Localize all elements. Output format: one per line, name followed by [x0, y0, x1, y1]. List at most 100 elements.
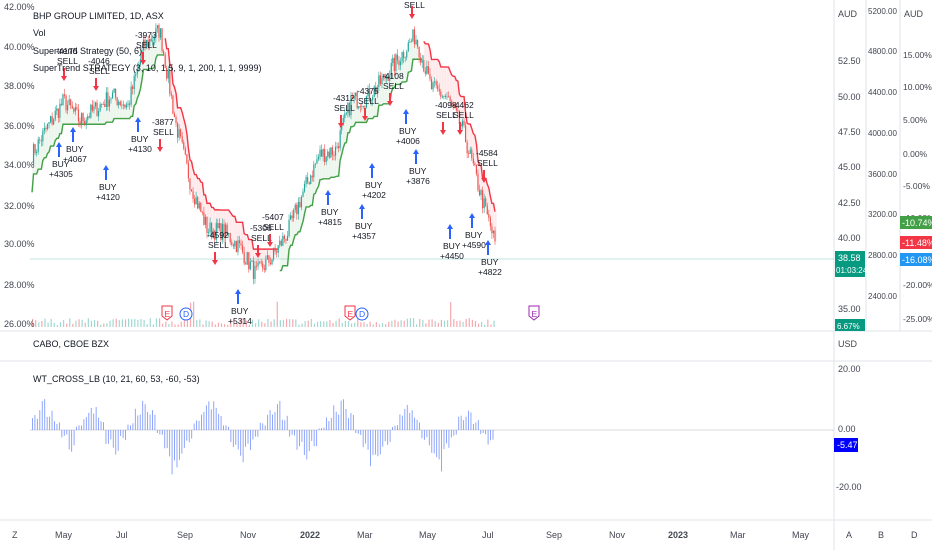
percent-axis[interactable]: AUD 15.00% 10.00% 5.00% 0.00% -5.00% -10…: [900, 9, 932, 324]
candle-body: [412, 29, 414, 42]
legend-volume[interactable]: Vol: [33, 28, 46, 38]
supertrend-band: [388, 80, 391, 104]
volume-bar: [115, 318, 117, 327]
supertrend-band: [368, 88, 370, 119]
time-axis[interactable]: May Jul Sep Nov 2022 Mar May Jul Sep Nov…: [55, 530, 810, 540]
wt-bar: [289, 430, 291, 437]
supertrend-band: [482, 178, 485, 209]
pct-change-value: 6.67%: [837, 322, 860, 331]
buy-arrow-head: [403, 109, 409, 114]
candle-body: [482, 190, 484, 209]
wt-bar: [477, 420, 479, 430]
wt-axis[interactable]: 20.00 0.00 -20.00 -5.47: [834, 364, 862, 492]
supertrend-band: [395, 54, 398, 85]
wt-bar: [423, 430, 425, 440]
wt-bar: [193, 423, 195, 430]
supertrend-band: [437, 59, 440, 90]
supertrend-band: [434, 59, 437, 82]
wt-bar: [343, 399, 345, 430]
event-markers[interactable]: E D E D E: [161, 305, 540, 321]
candle-body: [355, 92, 357, 97]
supertrend-band: [227, 210, 229, 234]
volume-bar: [47, 322, 49, 327]
wt-bar: [134, 408, 136, 430]
wt-pane-title[interactable]: WT_CROSS_LB (10, 21, 60, 53, -60, -53): [33, 374, 200, 384]
supertrend-band: [149, 38, 152, 69]
volume-bar: [477, 323, 480, 327]
supertrend-band: [386, 76, 389, 104]
candle-body: [121, 104, 123, 106]
legend-supertrend-strategy[interactable]: Supertrend Strategy (50, 6): [33, 46, 142, 56]
supertrend-band: [352, 98, 355, 127]
candle-body: [220, 223, 222, 240]
supertrend-band: [394, 70, 397, 88]
supertrend-band: [426, 43, 429, 67]
svg-text:D: D: [183, 309, 189, 319]
wt-bar: [330, 417, 332, 430]
candle-body: [223, 223, 225, 238]
candle-body: [308, 182, 310, 184]
left-axis-tick: 28.00%: [4, 280, 35, 290]
candle-body: [45, 127, 47, 130]
supertrend-band: [44, 127, 47, 158]
wt-bar: [362, 430, 364, 448]
nav-buttons[interactable]: Z A B D: [12, 530, 918, 540]
volume-bar: [32, 318, 34, 327]
candle-body: [125, 104, 128, 108]
buy-arrow-head: [235, 289, 241, 294]
candle-body: [356, 92, 358, 109]
wt-bar: [463, 420, 465, 430]
supertrend-band: [47, 123, 50, 154]
supertrend-band: [400, 61, 403, 85]
supertrend-band: [124, 107, 127, 119]
candle-body: [266, 255, 268, 260]
left-percent-axis: 42.00% 40.00% 38.00% 36.00% 34.00% 32.00…: [4, 2, 35, 329]
wt-bar: [453, 430, 455, 436]
volume-bar: [124, 319, 127, 327]
supertrend-band: [281, 245, 284, 271]
cabo-pane-title[interactable]: CABO, CBOE BZX: [33, 339, 109, 349]
supertrend-band: [50, 116, 53, 147]
candle-body: [421, 60, 423, 63]
button-d: D: [911, 530, 918, 540]
volume-bar: [289, 319, 291, 327]
volume-bar: [186, 320, 189, 327]
price-axis[interactable]: AUD 52.50 50.00 47.50 45.00 42.50 40.00 …: [835, 9, 868, 331]
candle-body: [438, 89, 440, 92]
wt-histogram: [32, 399, 494, 475]
price-axis-tick: 42.50: [838, 198, 861, 208]
wt-bar: [159, 430, 161, 435]
volume-bar: [78, 319, 80, 327]
buy-signal-label: BUY: [231, 306, 249, 316]
candle-body: [289, 215, 292, 220]
buy-arrow-head: [70, 127, 76, 132]
candle-body: [475, 165, 478, 174]
wt-bar: [56, 423, 58, 430]
sell-signal-label: SELL: [453, 110, 474, 120]
volume-bar: [261, 321, 263, 327]
supertrend-band: [121, 104, 124, 119]
candle-body: [449, 96, 451, 101]
candle-body: [46, 123, 49, 130]
supertrend-band: [490, 196, 493, 227]
supertrend-band: [239, 222, 242, 244]
secondary-price-axis[interactable]: 5200.00 4800.00 4400.00 4000.00 3600.00 …: [868, 7, 897, 301]
wt-bar: [377, 430, 379, 457]
sell-arrow-head: [409, 14, 415, 19]
candle-body: [322, 149, 324, 157]
buy-signal-value: +4120: [96, 192, 120, 202]
wt-bar: [93, 413, 95, 430]
legend-supertrend-strategy-2[interactable]: SuperTrend STRATEGY (3, 10, 1.5, 9, 1, 2…: [33, 63, 261, 73]
last-price-value: 38.58: [838, 253, 861, 263]
candle-body: [324, 149, 326, 162]
candle-body: [211, 222, 213, 238]
candle-body: [302, 191, 304, 197]
candle-body: [36, 151, 38, 154]
symbol-title[interactable]: BHP GROUP LIMITED, 1D, ASX: [33, 11, 164, 21]
wt-bar: [191, 430, 193, 439]
wt-bar: [183, 430, 185, 448]
candle-body: [97, 110, 100, 117]
wt-bar: [46, 416, 48, 430]
candle-body: [320, 149, 323, 157]
